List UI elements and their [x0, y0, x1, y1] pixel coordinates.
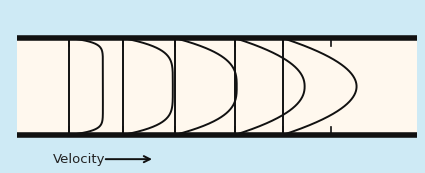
- Bar: [17, 38, 416, 135]
- Text: Velocity: Velocity: [53, 153, 105, 166]
